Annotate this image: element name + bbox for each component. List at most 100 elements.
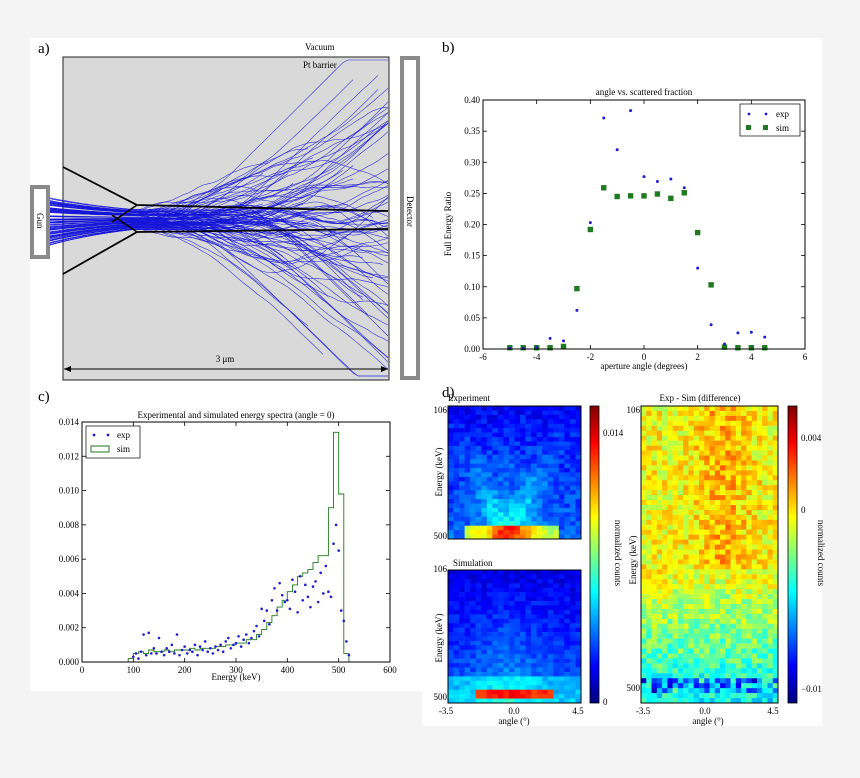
heatmap-cell [741, 569, 747, 575]
heatmap-left-colorbar [589, 405, 600, 704]
heatmap-cell [475, 618, 482, 624]
heatmap-cell [464, 534, 471, 540]
heatmap-cell [725, 460, 731, 466]
heatmap-cell [725, 495, 731, 501]
heatmap-cell [564, 410, 571, 416]
heatmap-cell [667, 633, 673, 639]
heatmap-cell [459, 476, 465, 482]
heatmap-cell [569, 454, 576, 460]
heatmap-cell [575, 667, 582, 673]
heatmap-cell [683, 594, 689, 600]
heatmap-cell [698, 505, 705, 511]
heatmap-cell [464, 525, 471, 531]
heatmap-cell [751, 683, 758, 689]
heatmap-cell [503, 503, 510, 509]
heatmap-cell [514, 605, 521, 611]
heatmap-cell [646, 410, 652, 417]
heatmap-cell [730, 554, 737, 560]
heatmap-cell [464, 499, 471, 504]
heatmap-cell [709, 618, 716, 625]
heatmap-cell [464, 694, 471, 699]
sim-histogram-line [123, 431, 355, 663]
heatmap-cell [514, 649, 521, 655]
heatmap-cell [547, 485, 554, 491]
heatmap-cell [704, 569, 710, 575]
heatmap-cell [735, 549, 742, 555]
heatmap-cell [569, 574, 576, 580]
heatmap-cell [492, 406, 499, 411]
heatmap-cell [693, 410, 700, 417]
heatmap-cell [508, 592, 515, 597]
electron-trajectory [47, 120, 389, 239]
heatmap-cell [725, 500, 731, 506]
heatmap-cell [464, 463, 471, 469]
heatmap-cell [536, 667, 543, 673]
heatmap-cell [531, 516, 537, 522]
heatmap-cell [553, 410, 560, 416]
heatmap-cell [514, 636, 521, 642]
heatmap-cell [508, 490, 515, 495]
heatmap-cell [735, 475, 742, 481]
heatmap-cell [693, 509, 700, 516]
heatmap-cell [481, 671, 488, 677]
heatmap-cell [531, 507, 537, 513]
heatmap-cell [497, 485, 504, 491]
heatmap-cell [709, 589, 716, 595]
heatmap-cell [662, 623, 668, 630]
heatmap-cell [531, 649, 537, 655]
heatmap-cell [746, 420, 752, 427]
heatmap-cell [672, 698, 679, 704]
y-tick-label: 0.10 [464, 282, 480, 292]
heatmap-cell [767, 663, 774, 669]
heatmap-cell [767, 673, 774, 679]
heatmap-cell [746, 683, 752, 689]
heatmap-cell [508, 414, 515, 420]
heatmap-cell [735, 579, 742, 585]
heatmap-cell [667, 460, 673, 466]
heatmap-cell [531, 570, 537, 575]
heatmap-cell [448, 450, 454, 456]
heatmap-cell [735, 643, 742, 649]
heatmap-cell [547, 614, 554, 620]
heatmap-cell [756, 549, 763, 555]
heatmap-cell [735, 683, 742, 689]
heatmap-cell [656, 460, 663, 466]
exp-point [655, 180, 659, 184]
heatmap-cell [720, 450, 726, 456]
heatmap-cell [453, 671, 460, 677]
heatmap-cell [641, 500, 647, 506]
panel-a-trajectory-diagram: a) Vacuum Pt barrier Gun Detector 3 μm [30, 41, 420, 381]
heatmap-cell [688, 574, 694, 580]
heatmap-cell [646, 668, 652, 674]
panel-d-label: d) [442, 385, 455, 401]
heatmap-cell [575, 632, 582, 637]
heatmap-cell [459, 423, 465, 429]
heatmap-cell [481, 698, 488, 704]
heatmap-cell [553, 445, 560, 451]
heatmap-cell [720, 475, 726, 481]
heatmap-cell [714, 559, 721, 565]
heatmap-cell [698, 514, 705, 521]
heatmap-cell [641, 519, 647, 526]
heatmap-cell [542, 671, 549, 677]
heatmap-cell [709, 534, 716, 540]
heatmap-cell [735, 559, 742, 565]
heatmap-cell [481, 654, 488, 659]
heatmap-cell [720, 435, 726, 441]
chart-b-ticks: -6 -4 -2 0 2 4 60.000.050.100.150.200.250.300.… [464, 95, 808, 362]
heatmap-cell [475, 445, 482, 451]
heatmap-cell [667, 693, 673, 699]
heatmap-cell [514, 623, 521, 628]
heatmap-cell [448, 472, 454, 478]
heatmap-cell [453, 698, 460, 704]
heatmap-cell [672, 470, 679, 476]
heatmap-cell [536, 499, 543, 504]
heatmap-cell [646, 435, 652, 441]
exp-point [696, 266, 700, 270]
exp-point [280, 593, 284, 597]
x-tick-label: 600 [383, 665, 397, 675]
heatmap-cell [772, 460, 779, 466]
heatmap-cell [756, 425, 763, 432]
heatmap-cell [688, 480, 694, 486]
heatmap-cell [725, 420, 731, 427]
